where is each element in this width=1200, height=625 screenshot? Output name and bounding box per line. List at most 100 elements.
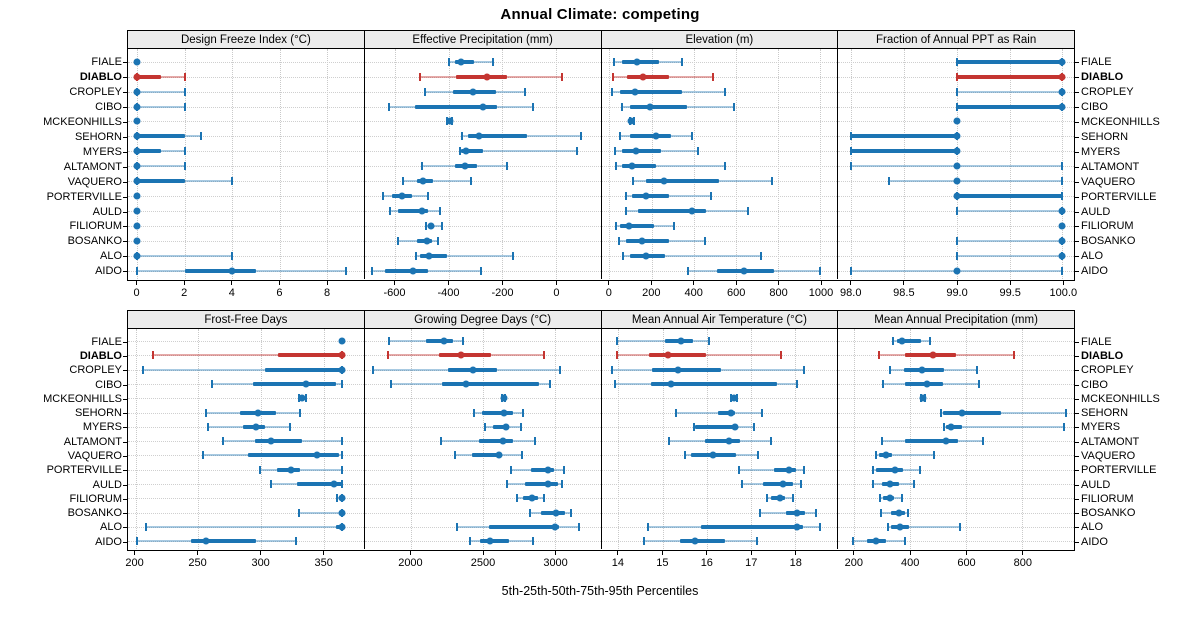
whisker-cap <box>703 236 706 245</box>
range-line-25-75 <box>619 223 655 228</box>
panel-band: Frost-Free Days Growing Degree Days (°C) M… <box>127 310 1075 551</box>
panel-axis: 0 200 400 600 800 1000 <box>601 281 838 303</box>
h-gridline <box>601 91 838 93</box>
median-dot <box>633 58 641 66</box>
h-gridline <box>128 498 364 500</box>
row-tick <box>123 355 127 357</box>
site-label-left: SEHORN <box>74 407 122 420</box>
panel-axis: 200 400 600 800 <box>838 551 1075 573</box>
h-gridline <box>601 136 838 138</box>
h-gridline <box>364 240 601 242</box>
axis-tick-label: -200 <box>491 287 514 299</box>
h-gridline <box>364 61 601 63</box>
axis-tick-label: 0 <box>553 287 560 299</box>
site-label-right: MYERS <box>1081 145 1121 158</box>
whisker-cap <box>913 480 916 488</box>
median-dot <box>133 177 141 185</box>
site-label-left: BOSANKO <box>67 235 122 248</box>
median-dot <box>423 237 431 245</box>
h-gridline <box>601 255 838 257</box>
whisker-cap <box>799 480 802 488</box>
range-line-5-95 <box>416 254 513 257</box>
whisker-cap <box>453 451 456 460</box>
median-dot <box>419 177 427 185</box>
whisker-cap <box>529 508 532 517</box>
whisker-cap <box>819 522 822 531</box>
row-tick <box>123 470 127 472</box>
site-label-right: VAQUERO <box>1081 449 1136 462</box>
whisker-cap <box>531 102 534 111</box>
whisker-cap <box>646 522 649 531</box>
median-dot <box>1058 88 1066 96</box>
median-dot <box>660 177 668 185</box>
v-gridline <box>327 49 329 279</box>
whisker-cap <box>461 337 464 346</box>
site-label-left: FIALE <box>91 335 122 348</box>
h-gridline <box>601 240 838 242</box>
row-tick <box>123 226 127 228</box>
median-dot <box>627 117 635 125</box>
range-line-25-75 <box>943 410 1002 415</box>
whisker-cap <box>887 177 890 186</box>
range-line-25-75 <box>850 149 957 154</box>
median-dot <box>133 73 141 81</box>
median-dot <box>338 366 346 374</box>
range-line-5-95 <box>623 254 762 257</box>
h-gridline <box>364 498 601 500</box>
h-gridline <box>601 106 838 108</box>
strip-row: Design Freeze Index (°C) Effective Precip… <box>128 31 1074 49</box>
h-gridline <box>128 225 364 227</box>
row-tick <box>123 256 127 258</box>
whisker-cap <box>622 251 625 260</box>
whisker-cap <box>336 494 339 503</box>
whisker-cap <box>959 522 962 531</box>
median-dot <box>895 509 903 517</box>
site-label-right: BOSANKO <box>1081 507 1136 520</box>
v-gridline <box>260 329 262 549</box>
h-gridline <box>128 196 364 198</box>
whisker-cap <box>298 408 301 417</box>
site-label-right: ALTAMONT <box>1081 435 1140 448</box>
range-line-25-75 <box>137 149 162 154</box>
whisker-cap <box>458 147 461 156</box>
median-dot <box>551 523 559 531</box>
range-line-5-95 <box>259 468 343 471</box>
range-line-5-95 <box>137 150 185 153</box>
median-dot <box>425 252 433 260</box>
whisker-cap <box>819 266 822 275</box>
h-gridline <box>364 196 601 198</box>
whisker-cap <box>492 57 495 66</box>
median-dot <box>725 437 733 445</box>
h-gridline <box>128 341 364 343</box>
h-gridline <box>601 398 838 400</box>
median-dot <box>500 409 508 417</box>
median-dot <box>1058 252 1066 260</box>
axis-tick-label: 1000 <box>808 287 834 299</box>
range-line-25-75 <box>651 382 778 386</box>
axis-tick-label: 8 <box>324 287 331 299</box>
median-dot <box>664 351 672 359</box>
median-dot <box>500 394 508 402</box>
median-dot <box>923 380 931 388</box>
axis-tick <box>326 281 328 285</box>
row-tick <box>1075 341 1079 343</box>
row-tick <box>1075 226 1079 228</box>
range-line-25-75 <box>415 104 498 109</box>
axis-tick-label: 250 <box>188 557 207 569</box>
whisker-cap <box>849 266 852 275</box>
h-gridline <box>364 426 601 428</box>
axis-tick-label: 14 <box>611 557 625 569</box>
row-tick <box>1075 498 1079 500</box>
axis-tick <box>197 551 199 555</box>
median-dot <box>469 88 477 96</box>
axis-tick-label: 350 <box>314 557 333 569</box>
whisker-cap <box>562 465 565 474</box>
range-line-25-75 <box>626 238 669 243</box>
h-gridline <box>838 398 1074 400</box>
whisker-cap <box>142 365 145 374</box>
median-dot <box>625 222 633 230</box>
median-dot <box>947 423 955 431</box>
site-label-left: PORTERVILLE <box>46 190 122 203</box>
whisker-cap <box>440 437 443 446</box>
range-line-25-75 <box>420 253 447 258</box>
